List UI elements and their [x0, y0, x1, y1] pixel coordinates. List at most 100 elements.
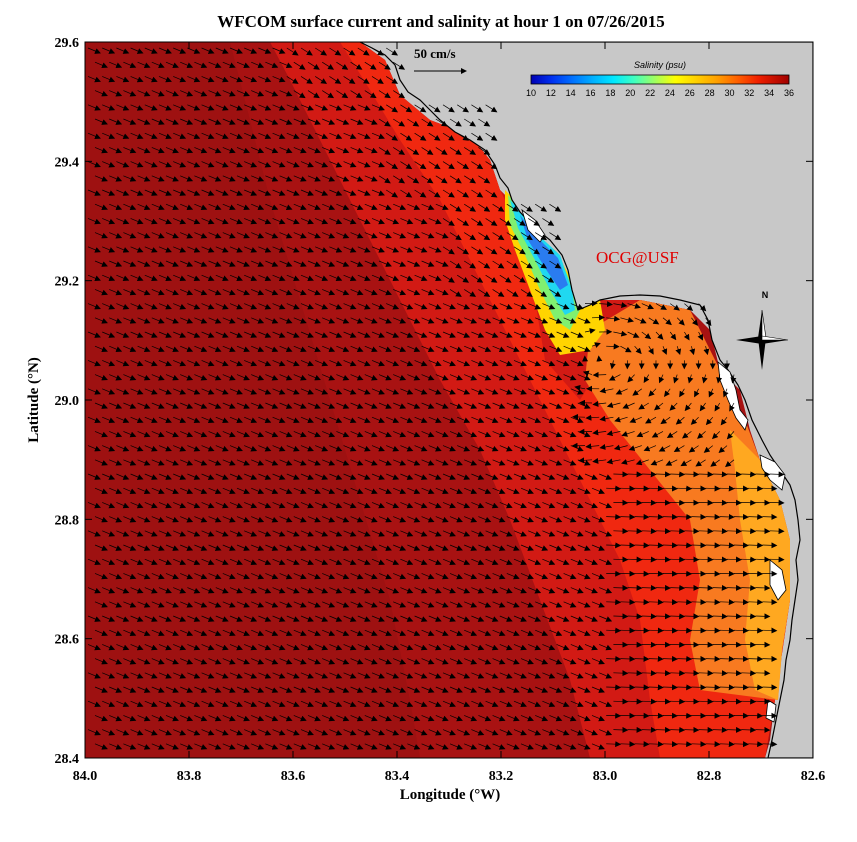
colorbar-tick-label: 36	[784, 88, 794, 98]
current-vector-arrow	[393, 260, 407, 267]
current-vector-arrow	[123, 118, 137, 125]
current-vector-arrow	[620, 712, 636, 719]
current-vector-arrow	[627, 698, 643, 705]
current-vector-arrow	[165, 289, 179, 296]
current-vector-arrow	[684, 303, 694, 312]
current-vector-arrow	[378, 260, 392, 267]
current-vector-arrow	[329, 189, 343, 196]
current-vector-arrow	[357, 246, 371, 253]
current-vector-arrow	[428, 189, 441, 198]
current-vector-arrow	[329, 303, 343, 310]
current-vector-arrow	[684, 471, 700, 478]
current-vector-arrow	[265, 232, 279, 239]
current-vector-arrow	[599, 301, 613, 308]
current-vector-arrow	[442, 189, 455, 198]
current-vector-arrow	[322, 175, 336, 182]
current-vector-arrow	[471, 104, 484, 113]
map-area	[85, 42, 813, 758]
current-vector-arrow	[698, 726, 714, 733]
current-vector-arrow	[123, 317, 137, 324]
current-vector-arrow	[613, 670, 629, 677]
current-vector-arrow	[670, 584, 686, 591]
current-vector-arrow	[748, 542, 764, 549]
current-vector-arrow	[513, 274, 526, 283]
current-vector-arrow	[222, 203, 236, 211]
current-vector-arrow	[329, 161, 343, 168]
current-vector-arrow	[726, 556, 742, 563]
current-vector-arrow	[315, 47, 328, 56]
current-vector-arrow	[648, 513, 664, 520]
colorbar-title: Salinity (psu)	[634, 60, 686, 70]
current-vector-arrow	[322, 260, 336, 267]
current-vector-arrow	[279, 118, 293, 125]
current-vector-arrow	[343, 274, 357, 282]
current-vector-arrow	[123, 175, 137, 182]
current-vector-arrow	[485, 189, 498, 198]
y-tick-label: 29.4	[55, 155, 80, 170]
current-vector-arrow	[684, 584, 700, 591]
current-vector-arrow	[719, 570, 735, 577]
current-vector-arrow	[272, 161, 286, 168]
current-vector-arrow	[464, 118, 477, 127]
current-vector-arrow	[684, 641, 700, 648]
current-vector-arrow	[116, 274, 130, 282]
current-vector-arrow	[478, 289, 491, 297]
x-tick-label: 82.6	[801, 769, 826, 784]
current-vector-arrow	[265, 147, 279, 154]
current-vector-arrow	[698, 471, 714, 478]
current-vector-arrow	[634, 655, 650, 662]
current-vector-arrow	[741, 556, 757, 563]
current-vector-arrow	[272, 104, 286, 111]
current-vector-arrow	[386, 274, 400, 282]
current-vector-arrow	[251, 203, 265, 211]
current-vector-arrow	[109, 90, 123, 97]
current-vector-arrow	[109, 203, 123, 211]
current-vector-arrow	[712, 584, 728, 591]
current-vector-arrow	[755, 698, 771, 705]
current-vector-arrow	[137, 203, 151, 211]
current-vector-arrow	[350, 90, 363, 99]
current-vector-arrow	[563, 317, 577, 324]
current-vector-arrow	[620, 627, 636, 634]
current-vector-arrow	[307, 317, 321, 324]
current-vector-arrow	[350, 203, 364, 211]
current-vector-arrow	[130, 218, 144, 225]
current-vector-arrow	[364, 260, 378, 267]
current-vector-arrow	[726, 670, 742, 677]
current-vector-arrow	[322, 232, 336, 239]
current-vector-arrow	[322, 317, 336, 324]
current-vector-arrow	[102, 132, 116, 140]
current-vector-arrow	[116, 132, 130, 140]
current-vector-arrow	[215, 189, 229, 196]
current-vector-arrow	[279, 232, 293, 239]
current-vector-arrow	[265, 175, 279, 182]
current-vector-arrow	[712, 641, 728, 648]
current-vector-arrow	[300, 303, 314, 310]
current-vector-arrow	[528, 218, 541, 226]
current-vector-arrow	[244, 246, 258, 253]
current-vector-arrow	[705, 741, 721, 748]
current-vector-arrow	[769, 556, 785, 563]
current-vector-arrow	[286, 218, 300, 225]
current-vector-arrow	[400, 331, 414, 338]
current-vector-arrow	[648, 655, 664, 662]
current-vector-arrow	[755, 726, 771, 733]
colorbar-tick-label: 32	[744, 88, 754, 98]
current-vector-arrow	[698, 499, 714, 506]
current-vector-arrow	[535, 232, 548, 241]
current-vector-arrow	[180, 260, 194, 267]
current-vector-arrow	[506, 232, 519, 241]
current-vector-arrow	[457, 132, 470, 141]
current-vector-arrow	[272, 246, 286, 253]
current-vector-arrow	[499, 331, 513, 338]
current-vector-arrow	[570, 303, 584, 310]
current-vector-arrow	[386, 104, 399, 113]
current-vector-arrow	[194, 317, 208, 324]
current-vector-arrow	[726, 471, 742, 478]
current-vector-arrow	[393, 90, 406, 99]
current-vector-arrow	[606, 485, 622, 492]
current-vector-arrow	[102, 331, 116, 338]
current-vector-arrow	[208, 147, 222, 154]
current-vector-arrow	[620, 599, 636, 606]
current-vector-arrow	[102, 189, 116, 196]
